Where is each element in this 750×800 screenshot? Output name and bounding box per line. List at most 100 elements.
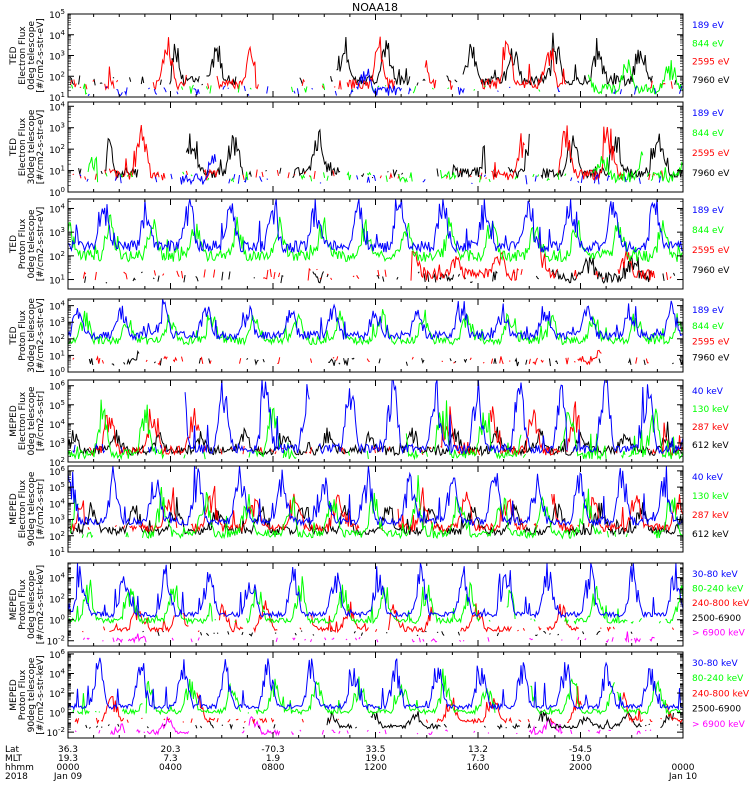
x-tick-label: 13.2 [468, 745, 488, 755]
legend-label: 189 eV [692, 21, 725, 31]
legend-label: 844 eV [692, 129, 725, 139]
legend-label: 2500-6900 [692, 614, 741, 624]
series-line-1 [70, 32, 684, 87]
y-axis-label: MEPEDElectron Flux90deg telescope[#/cm2-… [9, 471, 46, 546]
series-line-4 [67, 198, 684, 254]
legend-label: 189 eV [692, 109, 725, 119]
y-tick-label: 102 [49, 530, 65, 543]
x-tick-label: 1600 [467, 763, 490, 773]
x-tick-label: 7.3 [163, 754, 177, 764]
x-tick-label: 36.3 [58, 745, 78, 755]
series-line-3 [67, 214, 684, 263]
x-tick-label: Jan 10 [668, 772, 697, 782]
series-line-1 [84, 255, 676, 284]
series-line-4 [68, 576, 684, 626]
legend-label: 130 keV [692, 492, 729, 502]
x-tick-label: 0000 [672, 763, 695, 773]
y-tick-label: 104 [49, 300, 65, 313]
y-tick-label: 106 [49, 380, 65, 393]
legend-label: 287 keV [692, 423, 729, 433]
y-tick-label: 105 [49, 8, 65, 21]
series-line-3 [67, 399, 684, 461]
legend-label: 844 eV [692, 39, 725, 49]
x-tick-label: 0400 [159, 763, 182, 773]
y-tick-label: 104 [49, 29, 65, 42]
series-line-2 [73, 350, 680, 364]
y-tick-label: 103 [49, 437, 65, 450]
legend-label: 240-800 keV [692, 599, 750, 609]
y-tick-label: 101 [49, 274, 65, 287]
y-tick-label: 104 [49, 202, 65, 215]
plot-title: NOAA18 [352, 1, 398, 14]
x-row-label: Lat [5, 745, 20, 755]
legend-label: 30-80 keV [692, 659, 738, 669]
y-tick-label: 104 [49, 418, 65, 431]
y-tick-label: 103 [49, 316, 65, 329]
y-tick-label: 101 [49, 165, 65, 178]
y-tick-label: 102 [49, 143, 65, 156]
legend-label: 80-240 keV [692, 585, 744, 595]
legend-label: > 6900 keV [692, 720, 746, 730]
y-axis-label: TEDProton Flux0deg telescope[#/cm2-s-str… [9, 207, 46, 282]
legend-label: 240-800 keV [692, 689, 750, 699]
y-tick-label: 102 [49, 687, 65, 700]
y-tick-label: 102 [49, 333, 65, 346]
y-tick-label: 10-2 [47, 726, 65, 739]
x-tick-label: 1.9 [266, 754, 281, 764]
series-line-1 [88, 350, 684, 367]
series-line-5 [67, 657, 684, 711]
legend-label: 40 keV [692, 387, 724, 397]
series-line-4 [67, 465, 684, 527]
series-line-4 [87, 68, 683, 97]
x-tick-label: 19.0 [365, 754, 385, 764]
y-axis-label: TEDElectron Flux0deg telescope[#/cm2-s-s… [9, 18, 46, 93]
legend-label: 7960 eV [692, 266, 730, 276]
y-tick-label: 100 [49, 366, 65, 379]
series-line-2 [68, 631, 677, 636]
legend-label: 844 eV [692, 322, 725, 332]
legend-label: 2595 eV [692, 338, 730, 348]
legend-label: 2595 eV [692, 149, 730, 159]
y-tick-label: 10-2 [47, 635, 65, 648]
series-line-4 [72, 379, 684, 455]
y-axis-label: TEDProton Flux30deg telescope[#/cm2-s-st… [9, 298, 46, 373]
legend-label: 2595 eV [692, 58, 730, 68]
series-line-2 [69, 485, 684, 534]
x-tick-label: 20.3 [160, 745, 180, 755]
x-row-label: hhmm [5, 763, 34, 773]
y-tick-label: 101 [49, 546, 65, 559]
legend-label: 844 eV [692, 226, 725, 236]
x-tick-label: 2000 [569, 763, 592, 773]
y-tick-label: 103 [49, 226, 65, 239]
y-tick-label: 100 [49, 614, 65, 627]
y-tick-label: 102 [49, 250, 65, 263]
y-axis-label: MEPEDElectron Flux0deg telescope[#/cm2-s… [9, 386, 46, 456]
x-tick-label: 7.3 [471, 754, 485, 764]
y-tick-label: 104 [49, 668, 65, 681]
legend-label: 40 keV [692, 473, 724, 483]
legend-label: 2500-6900 [692, 705, 741, 715]
series-line-3 [87, 151, 684, 184]
x-tick-label: -70.3 [261, 745, 284, 755]
legend-label: > 6900 keV [692, 628, 746, 638]
legend-label: 130 keV [692, 405, 729, 415]
y-tick-label: 102 [49, 70, 65, 83]
y-tick-label: 100 [49, 186, 65, 199]
legend-label: 2595 eV [692, 246, 730, 256]
y-tick-label: 105 [49, 481, 65, 494]
legend-label: 7960 eV [692, 169, 730, 179]
legend-label: 30-80 keV [692, 570, 738, 580]
y-tick-label: 102 [49, 593, 65, 606]
y-tick-label: 103 [49, 514, 65, 527]
y-tick-label: 106 [49, 648, 65, 661]
x-tick-label: 19.0 [570, 754, 590, 764]
legend-label: 80-240 keV [692, 674, 744, 684]
series-line-4 [72, 668, 682, 716]
legend-label: 612 keV [692, 530, 729, 540]
legend-label: 189 eV [692, 206, 725, 216]
